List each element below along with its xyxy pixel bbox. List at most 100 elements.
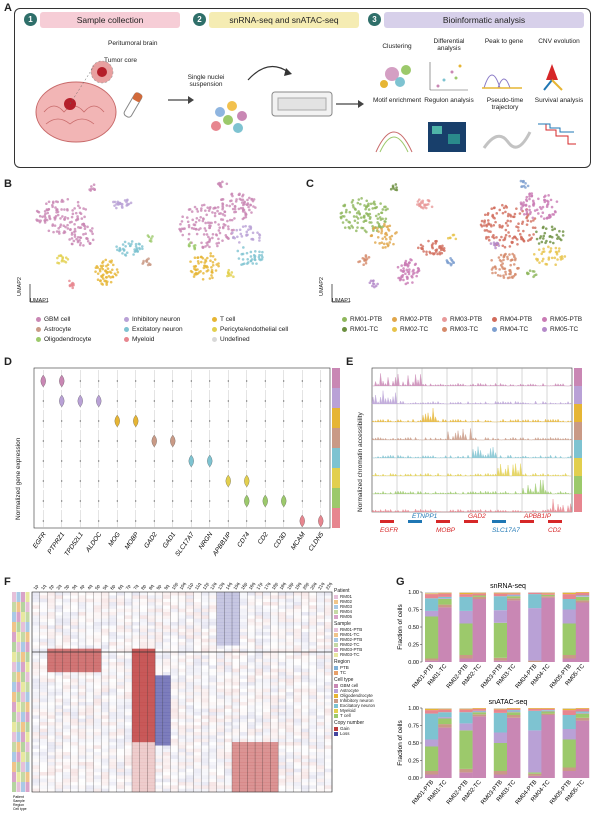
heatmap-cell bbox=[201, 665, 209, 669]
heatmap-cell bbox=[170, 675, 178, 679]
umap-point bbox=[64, 256, 68, 259]
heatmap-cell bbox=[185, 725, 194, 729]
bar-segment bbox=[528, 608, 542, 661]
heatmap-cell bbox=[47, 782, 56, 786]
heatmap-cell bbox=[263, 685, 271, 689]
heatmap-cell bbox=[62, 778, 71, 783]
heatmap-cell bbox=[94, 632, 102, 636]
heatmap-cell bbox=[85, 735, 94, 739]
bar-segment bbox=[472, 708, 487, 711]
heatmap-cell bbox=[32, 595, 40, 599]
heatmap-cell bbox=[216, 662, 225, 666]
heatmap-cell bbox=[209, 599, 217, 603]
heatmap-cell bbox=[124, 638, 133, 643]
heatmap-cell bbox=[255, 708, 263, 713]
heatmap-cell bbox=[193, 612, 202, 616]
heatmap-cell bbox=[47, 715, 56, 719]
umap-point bbox=[35, 218, 38, 221]
umap-point bbox=[93, 188, 97, 191]
heatmap-cell bbox=[78, 652, 87, 656]
umap-point bbox=[489, 230, 492, 233]
heatmap-cell bbox=[262, 688, 271, 693]
umap-point bbox=[204, 209, 207, 212]
heatmap-cell bbox=[294, 642, 302, 646]
heatmap-cell bbox=[62, 735, 71, 739]
row-annotation-cell bbox=[16, 642, 21, 652]
heatmap-cell bbox=[247, 698, 256, 703]
legend-f-item: Inhibitory neuron bbox=[334, 698, 374, 703]
umap-point bbox=[487, 235, 490, 239]
legend-swatch bbox=[124, 326, 129, 332]
heatmap-cell bbox=[124, 735, 133, 739]
umap-point bbox=[136, 249, 139, 253]
panel-label-c: C bbox=[306, 178, 314, 190]
heatmap-cell bbox=[216, 615, 225, 619]
heatmap-cell bbox=[62, 622, 71, 626]
heatmap-cell bbox=[162, 698, 171, 703]
heatmap-cell bbox=[55, 625, 63, 629]
heatmap-cell bbox=[162, 655, 171, 659]
heatmap-cell bbox=[270, 695, 279, 699]
label-single-nuclei: Single nuclei suspension bbox=[187, 74, 225, 88]
heatmap-cell bbox=[139, 692, 148, 696]
heatmap-cell bbox=[262, 618, 271, 623]
heatmap-cell bbox=[324, 778, 333, 783]
heatmap-cell bbox=[132, 715, 140, 719]
umap-point bbox=[71, 286, 74, 290]
heatmap-cell bbox=[124, 655, 132, 659]
heatmap-cell bbox=[32, 625, 40, 629]
umap-point bbox=[372, 202, 375, 205]
row-annotation-cell bbox=[25, 602, 30, 612]
umap-point bbox=[500, 259, 503, 263]
umap-point bbox=[348, 210, 352, 214]
heatmap-cell bbox=[170, 682, 179, 686]
heatmap-cell bbox=[139, 782, 148, 786]
heatmap-cell bbox=[32, 635, 40, 639]
umap-point bbox=[237, 193, 241, 196]
track-signal bbox=[496, 463, 523, 477]
umap-point bbox=[123, 199, 127, 202]
heatmap-cell bbox=[155, 685, 163, 689]
heatmap-cell bbox=[201, 648, 210, 653]
umap-point bbox=[106, 267, 110, 270]
heatmap-cell bbox=[85, 718, 94, 723]
heatmap-cell bbox=[109, 679, 117, 683]
heatmap-cell bbox=[147, 672, 156, 676]
heatmap-cell bbox=[316, 622, 325, 626]
heatmap-cell bbox=[139, 698, 148, 703]
heatmap-cell bbox=[170, 725, 179, 729]
heatmap-cell bbox=[39, 742, 48, 746]
heatmap-cell bbox=[162, 762, 171, 766]
heatmap-cell bbox=[270, 602, 279, 606]
celltype-color-bar bbox=[332, 388, 340, 408]
umap-point bbox=[541, 257, 545, 261]
heatmap-cell bbox=[201, 702, 210, 706]
heatmap-cell bbox=[201, 645, 210, 649]
heatmap-cell bbox=[309, 765, 317, 769]
heatmap-cell bbox=[224, 658, 233, 663]
heatmap-cell bbox=[109, 742, 117, 746]
heatmap-cell bbox=[155, 725, 163, 729]
heatmap-cell bbox=[155, 745, 163, 749]
heatmap-cell bbox=[85, 772, 94, 776]
heatmap-cell bbox=[124, 632, 132, 636]
heatmap-cell bbox=[155, 665, 163, 669]
heatmap-cell bbox=[294, 735, 302, 739]
heatmap-cell bbox=[201, 765, 210, 769]
heatmap-cell bbox=[224, 785, 233, 789]
heatmap-cell bbox=[108, 665, 117, 669]
row-annotation-cell bbox=[21, 622, 25, 632]
heatmap-cell bbox=[185, 732, 194, 736]
heatmap-cell bbox=[324, 712, 333, 716]
umap-point bbox=[525, 199, 529, 203]
violin-shape bbox=[42, 479, 44, 483]
heatmap-cell bbox=[193, 615, 202, 619]
heatmap-cell bbox=[208, 692, 217, 696]
heatmap-cell bbox=[147, 752, 156, 756]
heatmap-cell bbox=[147, 618, 156, 623]
chromosome-label: 14q bbox=[225, 581, 233, 590]
umap-point bbox=[422, 206, 425, 210]
heatmap-cell bbox=[247, 685, 255, 689]
heatmap-cell bbox=[116, 695, 125, 699]
heatmap-cell bbox=[108, 632, 117, 636]
